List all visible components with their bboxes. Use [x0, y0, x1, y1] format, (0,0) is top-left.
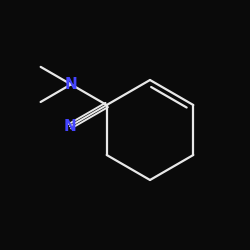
Text: N: N: [64, 77, 77, 92]
Text: N: N: [64, 119, 76, 134]
